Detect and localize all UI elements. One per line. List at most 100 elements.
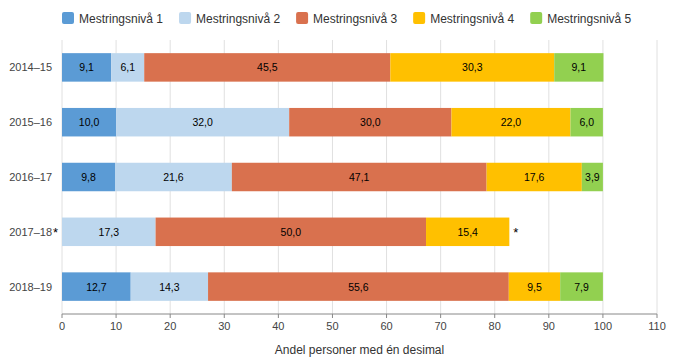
legend-label: Mestringsnivå 1 [79, 12, 163, 26]
x-tick [116, 314, 117, 318]
bar-segment [116, 108, 289, 136]
x-tick-label: 50 [326, 320, 338, 332]
bar-segment [487, 163, 582, 191]
legend-swatch [296, 12, 308, 24]
bar-segment [111, 53, 144, 81]
data-label: 10,0 [79, 116, 100, 128]
data-label: 32,0 [192, 116, 213, 128]
bar-segment [560, 272, 603, 300]
x-tick-label: 10 [110, 320, 122, 332]
data-label: 9,5 [527, 281, 542, 293]
data-label: 6,0 [579, 116, 594, 128]
bar-segment [62, 218, 156, 246]
y-tick-label: 2014–15 [9, 61, 52, 73]
grid-line [657, 40, 658, 314]
bar-segment [62, 163, 115, 191]
bar-segment [232, 163, 487, 191]
x-tick [494, 314, 495, 318]
data-label: 9,1 [572, 61, 587, 73]
chart: Mestringsnivå 1 Mestringsnivå 2 Mestringsn… [0, 0, 679, 362]
legend-swatch [62, 12, 74, 24]
data-label: 7,9 [574, 281, 589, 293]
x-tick-label: 80 [489, 320, 501, 332]
x-axis-label: Andel personer med én desimal [275, 343, 444, 357]
y-tick-label: 2018–19 [9, 281, 52, 293]
data-label: 9,1 [79, 61, 94, 73]
annotation: * [513, 225, 518, 240]
legend-label: Mestringsnivå 4 [430, 12, 514, 26]
x-tick-label: 60 [380, 320, 392, 332]
legend: Mestringsnivå 1 Mestringsnivå 2 Mestringsn… [62, 12, 632, 26]
legend-item: Mestringsnivå 2 [179, 12, 280, 26]
legend-label: Mestringsnivå 3 [313, 12, 397, 26]
x-axis-line [62, 314, 657, 315]
x-tick-label: 90 [543, 320, 555, 332]
bar-segment [62, 53, 111, 81]
bar-segment [156, 218, 426, 246]
legend-item: Mestringsnivå 4 [413, 12, 514, 26]
annotation: * [53, 225, 58, 240]
x-tick-label: 0 [59, 320, 65, 332]
data-label: 47,1 [349, 171, 370, 183]
x-tick [548, 314, 549, 318]
legend-item: Mestringsnivå 1 [62, 12, 163, 26]
data-labels: 9,1 10,0 9,8 12,7 6,1 32,0 21,6 17,3 14,3 45,5 30,… [79, 61, 600, 292]
bar-segment [451, 108, 570, 136]
x-tick [332, 314, 333, 318]
data-label: 50,0 [281, 226, 302, 238]
legend-item: Mestringsnivå 3 [296, 12, 397, 26]
legend-label: Mestringsnivå 5 [547, 12, 631, 26]
bar-segment [554, 53, 603, 81]
y-axis: 2014–15 2015–16 2016–17 2017–18 2018–19 [9, 61, 52, 292]
bar-segment [144, 53, 390, 81]
x-tick-label: 70 [435, 320, 447, 332]
legend-swatch [413, 12, 425, 24]
data-label: 12,7 [86, 281, 107, 293]
bar-segment [426, 218, 509, 246]
x-tick [62, 314, 63, 318]
bar-segment [582, 163, 603, 191]
bar-segment [289, 108, 451, 136]
bar-segment [115, 163, 232, 191]
x-tick-label: 100 [594, 320, 612, 332]
y-tick-label: 2016–17 [9, 171, 52, 183]
data-label: 17,6 [524, 171, 545, 183]
y-tick-label: 2017–18 [9, 226, 52, 238]
data-label: 30,0 [360, 116, 381, 128]
bar-segment [570, 108, 602, 136]
x-tick [440, 314, 441, 318]
x-tick [278, 314, 279, 318]
bar-segment [131, 272, 208, 300]
bar-segment [208, 272, 509, 300]
bar-segment [390, 53, 554, 81]
x-tick-label: 20 [164, 320, 176, 332]
data-label: 22,0 [501, 116, 522, 128]
x-tick [386, 314, 387, 318]
x-tick [224, 314, 225, 318]
bar-segment [509, 218, 510, 246]
legend-swatch [179, 12, 191, 24]
legend-swatch [530, 12, 542, 24]
x-tick-label: 30 [218, 320, 230, 332]
x-tick [602, 314, 603, 318]
data-label: 9,8 [81, 171, 96, 183]
data-label: 55,6 [348, 281, 369, 293]
x-axis: 0 10 20 30 40 50 60 70 80 90 100 110 [59, 314, 666, 332]
x-tick-label: 110 [648, 320, 666, 332]
data-label: 30,3 [462, 61, 483, 73]
data-label: 21,6 [163, 171, 184, 183]
data-label: 15,4 [457, 226, 478, 238]
data-label: 3,9 [585, 171, 600, 183]
x-tick [657, 314, 658, 318]
data-label: 17,3 [99, 226, 120, 238]
grid [62, 40, 657, 314]
bar-segment [509, 272, 560, 300]
y-tick-label: 2015–16 [9, 116, 52, 128]
data-label: 6,1 [120, 61, 135, 73]
bar-segment [62, 272, 131, 300]
data-label: 45,5 [257, 61, 278, 73]
x-tick-label: 40 [272, 320, 284, 332]
data-label: 14,3 [159, 281, 180, 293]
x-tick [170, 314, 171, 318]
legend-label: Mestringsnivå 2 [196, 12, 280, 26]
